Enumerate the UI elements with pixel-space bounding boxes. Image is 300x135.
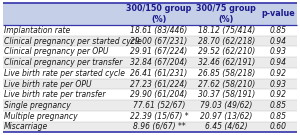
Text: 0.93: 0.93 xyxy=(270,80,287,89)
Text: Multiple pregnancy: Multiple pregnancy xyxy=(4,112,78,121)
Text: 26.85 (58/218): 26.85 (58/218) xyxy=(198,69,255,78)
Bar xyxy=(3,3,297,25)
Text: Live birth rate per transfer: Live birth rate per transfer xyxy=(4,90,106,99)
Text: 20.97 (13/62): 20.97 (13/62) xyxy=(200,112,253,121)
Text: Implantation rate: Implantation rate xyxy=(4,26,70,35)
Bar xyxy=(3,25,297,36)
Text: 0.92: 0.92 xyxy=(270,90,287,99)
Bar xyxy=(3,36,297,46)
Text: 30.37 (58/191): 30.37 (58/191) xyxy=(198,90,255,99)
Text: 0.94: 0.94 xyxy=(270,37,287,46)
Text: 0.85: 0.85 xyxy=(270,101,287,110)
Text: 0.94: 0.94 xyxy=(270,58,287,67)
Text: Clinical pregnancy per started cycle: Clinical pregnancy per started cycle xyxy=(4,37,142,46)
Bar xyxy=(3,122,297,132)
Text: 0.92: 0.92 xyxy=(270,69,287,78)
Text: 0.85: 0.85 xyxy=(270,112,287,121)
Text: p-value: p-value xyxy=(262,9,295,18)
Bar xyxy=(3,57,297,68)
Text: 300/75 group
(%): 300/75 group (%) xyxy=(196,4,256,23)
Text: 29.52 (62/210): 29.52 (62/210) xyxy=(198,47,255,56)
Text: 27.23 (61/224): 27.23 (61/224) xyxy=(130,80,188,89)
Bar xyxy=(3,79,297,89)
Text: 26.41 (61/231): 26.41 (61/231) xyxy=(130,69,188,78)
Text: 32.84 (67/204): 32.84 (67/204) xyxy=(130,58,188,67)
Text: 29.90 (61/204): 29.90 (61/204) xyxy=(130,90,188,99)
Text: Live birth rate per OPU: Live birth rate per OPU xyxy=(4,80,92,89)
Text: 18.61 (83/446): 18.61 (83/446) xyxy=(130,26,188,35)
Text: 300/150 group
(%): 300/150 group (%) xyxy=(126,4,192,23)
Text: 6.45 (4/62): 6.45 (4/62) xyxy=(205,122,247,131)
Text: 29.00 (67/231): 29.00 (67/231) xyxy=(130,37,188,46)
Bar xyxy=(3,100,297,111)
Bar xyxy=(3,89,297,100)
Text: 0.60: 0.60 xyxy=(270,122,287,131)
Text: 32.46 (62/191): 32.46 (62/191) xyxy=(198,58,255,67)
Text: Clinical pregnancy per OPU: Clinical pregnancy per OPU xyxy=(4,47,109,56)
Text: 79.03 (49/62): 79.03 (49/62) xyxy=(200,101,253,110)
Bar xyxy=(3,111,297,122)
Text: 77.61 (52/67): 77.61 (52/67) xyxy=(133,101,185,110)
Text: 0.85: 0.85 xyxy=(270,26,287,35)
Text: 22.39 (15/67) *: 22.39 (15/67) * xyxy=(130,112,188,121)
Text: 18.12 (75/414): 18.12 (75/414) xyxy=(198,26,255,35)
Text: Single pregnancy: Single pregnancy xyxy=(4,101,71,110)
Text: Live birth rate per started cycle: Live birth rate per started cycle xyxy=(4,69,125,78)
Text: 0.93: 0.93 xyxy=(270,47,287,56)
Text: 27.62 (58/210): 27.62 (58/210) xyxy=(198,80,255,89)
Bar xyxy=(3,68,297,79)
Text: Miscarriage: Miscarriage xyxy=(4,122,48,131)
Text: 28.70 (62/218): 28.70 (62/218) xyxy=(198,37,255,46)
Text: Clinical pregnancy per transfer: Clinical pregnancy per transfer xyxy=(4,58,123,67)
Text: 8.96 (6/67) **: 8.96 (6/67) ** xyxy=(133,122,185,131)
Text: 29.91 (67/224): 29.91 (67/224) xyxy=(130,47,188,56)
Bar xyxy=(3,46,297,57)
